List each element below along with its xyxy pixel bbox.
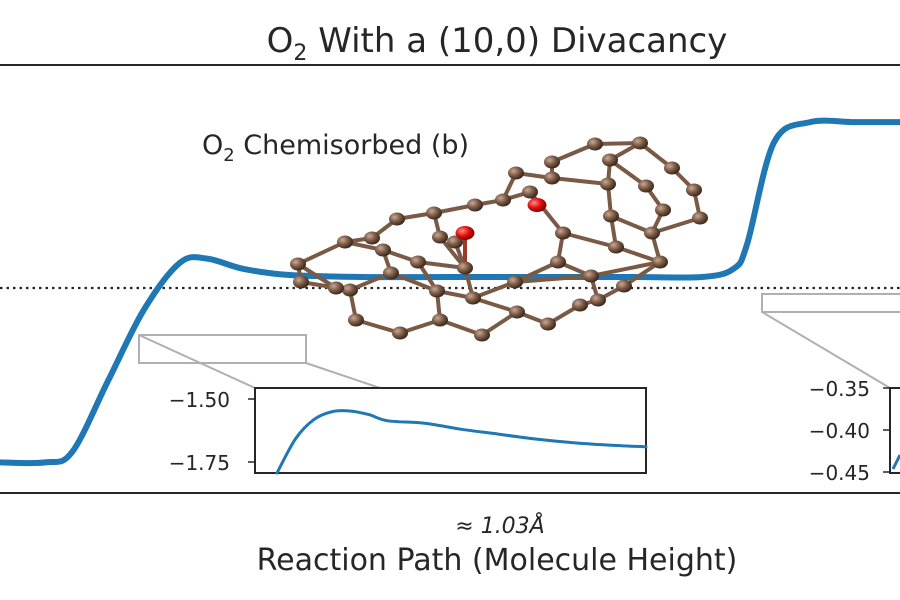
carbon-atom xyxy=(540,317,556,331)
inset-left-ytick-label-1: −1.50 xyxy=(169,388,230,412)
carbon-atom xyxy=(602,153,618,167)
carbon-atom xyxy=(587,137,603,151)
carbon-atom xyxy=(383,266,399,280)
carbon-atom xyxy=(495,193,511,207)
molecule-bond xyxy=(608,158,648,188)
carbon-atom xyxy=(426,206,442,220)
carbon-atom xyxy=(632,136,648,150)
zoom-connector-left-b xyxy=(305,362,381,389)
molecule-structure-image xyxy=(290,136,708,342)
x-axis-label: Reaction Path (Molecule Height) xyxy=(257,543,738,578)
carbon-atom xyxy=(375,243,391,257)
carbon-atom xyxy=(544,155,560,169)
molecule-bond xyxy=(550,142,597,164)
carbon-atom xyxy=(337,235,353,249)
carbon-atom xyxy=(522,185,538,199)
carbon-atom xyxy=(508,166,524,180)
carbon-atom xyxy=(465,291,481,305)
molecule-bond xyxy=(589,260,662,278)
carbon-atom xyxy=(572,298,588,312)
carbon-atom xyxy=(474,328,490,342)
carbon-atom xyxy=(608,240,624,254)
inset-right-ytick-label-3: −0.45 xyxy=(809,461,870,485)
zoom-region-right xyxy=(761,293,900,313)
carbon-atom xyxy=(603,209,619,223)
carbon-atom xyxy=(429,284,445,298)
carbon-atom xyxy=(644,226,660,240)
x-annotation: ≈ 1.03Å xyxy=(455,512,544,539)
carbon-atom xyxy=(290,257,306,271)
chart-title: O2 With a (10,0) Divacancy xyxy=(267,21,728,66)
carbon-atom xyxy=(447,235,463,249)
carbon-atom xyxy=(655,203,671,217)
molecule-bond xyxy=(296,240,347,266)
carbon-atom xyxy=(550,255,566,269)
carbon-atom xyxy=(509,305,525,319)
molecule-bond xyxy=(389,271,439,293)
inset-left-frame xyxy=(254,387,647,474)
carbon-atom xyxy=(432,230,448,244)
carbon-atom xyxy=(652,255,668,269)
molecule-bond xyxy=(513,274,593,284)
molecule-bond xyxy=(550,176,610,186)
carbon-atom xyxy=(555,226,571,240)
molecule-bond xyxy=(513,260,560,284)
inset-right-curve xyxy=(891,454,900,470)
structure-label: O2 Chemisorbed (b) xyxy=(202,130,469,166)
oxygen-atom xyxy=(527,198,547,212)
inset-left: −1.50 −1.75 xyxy=(169,387,648,475)
carbon-atom xyxy=(432,313,448,327)
carbon-atom xyxy=(342,283,358,297)
carbon-atom xyxy=(507,275,523,289)
carbon-atom xyxy=(686,183,702,197)
carbon-atom xyxy=(600,177,616,191)
carbon-atom xyxy=(544,171,560,185)
zoom-region-left xyxy=(138,334,307,364)
carbon-atom xyxy=(328,281,344,295)
zoom-connector-right-a xyxy=(761,311,891,389)
inset-right-ytick-label-1: −0.35 xyxy=(809,377,870,401)
carbon-atom xyxy=(664,161,680,175)
carbon-atom xyxy=(590,293,606,307)
molecule-bond xyxy=(296,262,338,290)
carbon-atom xyxy=(583,269,599,283)
inset-right-ytick-label-2: −0.40 xyxy=(809,419,870,443)
carbon-atom xyxy=(410,255,426,269)
carbon-atom xyxy=(638,179,654,193)
molecule-bond xyxy=(650,216,702,235)
zoom-connector-left-a xyxy=(138,334,256,389)
carbon-atom xyxy=(348,313,364,327)
inset-left-ytick-label-2: −1.75 xyxy=(169,451,230,475)
inset-left-curve xyxy=(275,409,648,475)
carbon-atom xyxy=(692,211,708,225)
carbon-atom xyxy=(457,261,473,275)
carbon-atom xyxy=(293,275,309,289)
molecule-bond xyxy=(561,231,618,249)
inset-right: −0.35 −0.40 −0.45 xyxy=(809,377,900,485)
oxygen-atom xyxy=(455,226,475,240)
carbon-atom xyxy=(467,198,483,212)
carbon-atom xyxy=(364,231,380,245)
carbon-atom xyxy=(392,326,408,340)
carbon-atom xyxy=(389,212,405,226)
carbon-atom xyxy=(616,279,632,293)
